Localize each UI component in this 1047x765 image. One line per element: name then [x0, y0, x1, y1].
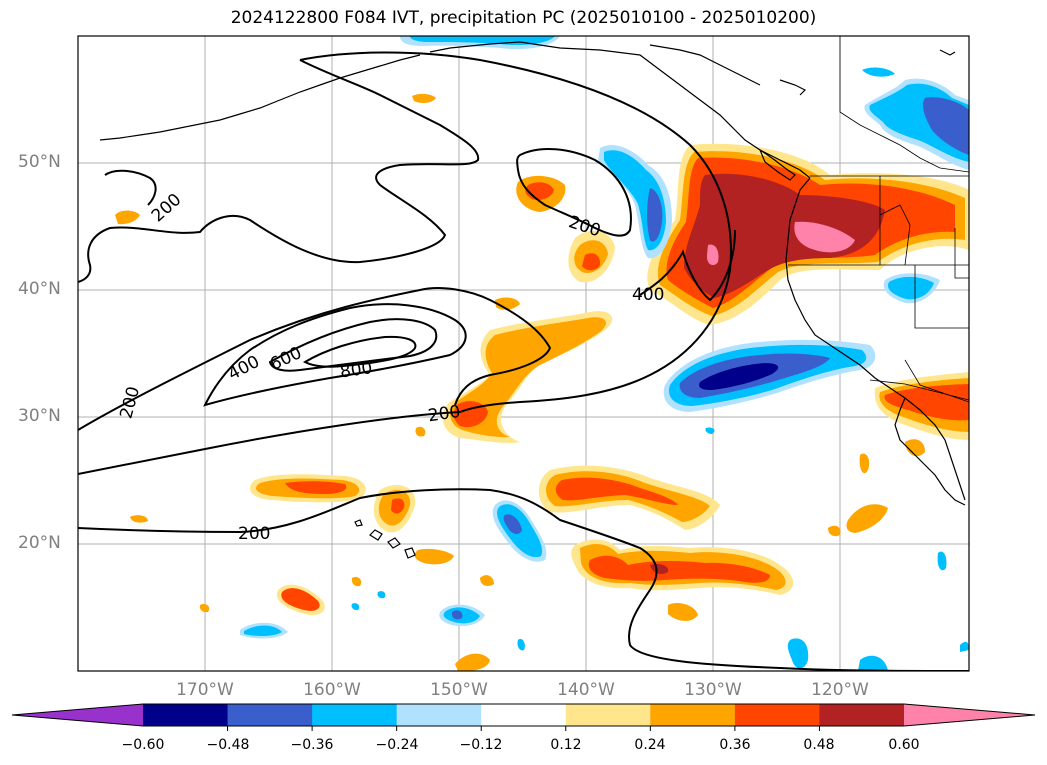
- colorbar-segment: [734, 704, 820, 726]
- longitude-label: 120°W: [811, 680, 869, 700]
- longitude-label: 160°W: [303, 680, 361, 700]
- coastlines: [99, 41, 966, 559]
- contour-label: 400: [632, 285, 664, 305]
- latitude-label: 20°N: [18, 533, 61, 553]
- state-borders: [788, 36, 969, 403]
- colorbar: [11, 703, 1036, 731]
- map-frame: [77, 35, 970, 672]
- longitude-label: 130°W: [684, 680, 742, 700]
- colorbar-tick-label: −0.12: [459, 737, 503, 753]
- colorbar-tick-label: 0.24: [634, 737, 666, 753]
- longitude-label: 170°W: [176, 680, 234, 700]
- contour-label: 800: [339, 358, 374, 382]
- colorbar-tick-label: −0.24: [375, 737, 419, 753]
- ivt-contours: [78, 51, 969, 671]
- colorbar-segment: [481, 704, 567, 726]
- colorbar-segment: [396, 704, 482, 726]
- colorbar-tick-label: 0.60: [888, 737, 920, 753]
- colorbar-segment: [312, 704, 398, 726]
- latitude-label: 30°N: [18, 406, 61, 426]
- colorbar-segment: [227, 704, 313, 726]
- colorbar-segment: [565, 704, 651, 726]
- colorbar-extend-high: [904, 704, 1035, 726]
- longitude-label: 140°W: [557, 680, 615, 700]
- colorbar-tick-label: −0.48: [206, 737, 250, 753]
- precipitation-anomaly-fill: [115, 36, 969, 671]
- contour-label: 200: [427, 402, 462, 426]
- colorbar-segment: [143, 704, 229, 726]
- colorbar-tick-label: 0.36: [719, 737, 751, 753]
- colorbar-segment: [819, 704, 905, 726]
- map-title: 2024122800 F084 IVT, precipitation PC (2…: [230, 8, 817, 28]
- colorbar-outline: [11, 703, 1036, 727]
- colorbar-tick-label: −0.36: [290, 737, 334, 753]
- latitude-label: 40°N: [18, 279, 61, 299]
- colorbar-segment: [650, 704, 736, 726]
- latitude-label: 50°N: [18, 152, 61, 172]
- colorbar-tick-label: 0.48: [803, 737, 835, 753]
- longitude-label: 150°W: [430, 680, 488, 700]
- contour-label: 200: [238, 524, 270, 544]
- colorbar-tick-label: 0.12: [550, 737, 582, 753]
- colorbar-extend-low: [12, 704, 143, 726]
- colorbar-tick-label: −0.60: [121, 737, 165, 753]
